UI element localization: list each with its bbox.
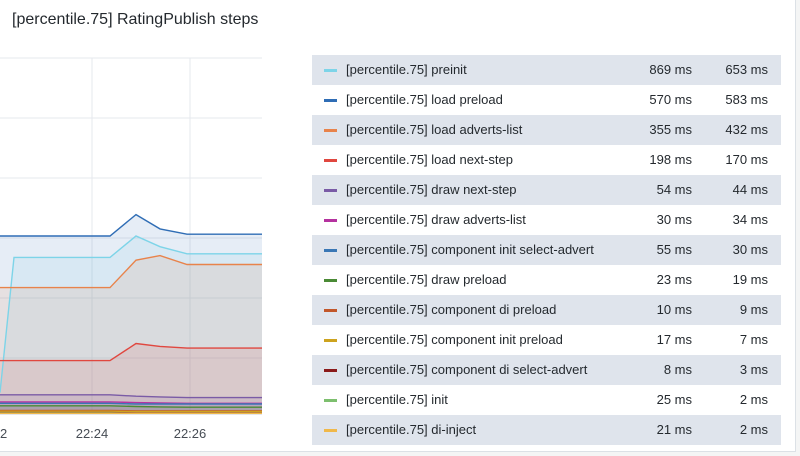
- series-line[interactable]: [0, 213, 262, 237]
- chart-areas: [0, 214, 262, 414]
- legend-value-current: 23 ms: [656, 272, 692, 287]
- legend-swatch: [324, 429, 337, 432]
- legend-series-name: [percentile.75] draw preload: [346, 272, 507, 287]
- series-area: [0, 255, 262, 414]
- series-line[interactable]: [0, 254, 262, 289]
- x-tick-label: 22:26: [174, 426, 207, 441]
- legend-series-name: [percentile.75] load preload: [346, 92, 503, 107]
- area-chart[interactable]: 2 22:24 22:26: [0, 0, 300, 452]
- x-axis-ticks: 2 22:24 22:26: [0, 426, 206, 441]
- legend-item[interactable]: [percentile.75] load adverts-list 355 ms 4…: [312, 115, 781, 145]
- legend-value-mean: 44 ms: [732, 182, 768, 197]
- x-tick-label: 2: [0, 426, 7, 441]
- panel-title: [percentile.75] RatingPublish steps: [12, 11, 259, 28]
- legend-item[interactable]: [percentile.75] component di preload 10 m…: [312, 295, 781, 325]
- legend-value-current: 570 ms: [649, 92, 692, 107]
- legend-series-name: [percentile.75] component init select-ad…: [346, 242, 594, 257]
- legend-swatch: [324, 99, 337, 102]
- chart-legend: [percentile.75] preinit 869 ms 653 ms [perc…: [312, 55, 781, 445]
- legend-value-current: 30 ms: [656, 212, 692, 227]
- legend-value-mean: 2 ms: [739, 392, 768, 407]
- legend-value-current: 869 ms: [649, 62, 692, 77]
- legend-swatch: [324, 279, 337, 282]
- legend-series-name: [percentile.75] di-inject: [346, 422, 477, 437]
- legend-item[interactable]: [percentile.75] draw preload 23 ms 19 ms: [312, 265, 781, 295]
- legend-swatch: [324, 249, 337, 252]
- chart-lines: [0, 213, 262, 414]
- legend-value-current: 198 ms: [649, 152, 692, 167]
- legend-item[interactable]: [percentile.75] load next-step 198 ms 170 …: [312, 145, 781, 175]
- legend-value-current: 8 ms: [663, 362, 692, 377]
- legend-series-name: [percentile.75] draw adverts-list: [346, 212, 526, 227]
- legend-item[interactable]: [percentile.75] component init select-ad…: [312, 235, 781, 265]
- legend-item[interactable]: [percentile.75] init 25 ms 2 ms: [312, 385, 781, 415]
- legend-value-current: 17 ms: [656, 332, 692, 347]
- legend-value-mean: 30 ms: [732, 242, 768, 257]
- series-line[interactable]: [0, 405, 262, 408]
- legend-series-name: [percentile.75] component init preload: [346, 332, 563, 347]
- legend-swatch: [324, 129, 337, 132]
- series-line[interactable]: [0, 394, 262, 399]
- legend-value-mean: 2 ms: [739, 422, 768, 437]
- legend-swatch: [324, 369, 337, 372]
- legend-swatch: [324, 339, 337, 342]
- legend-value-mean: 19 ms: [732, 272, 768, 287]
- series-line[interactable]: [0, 235, 262, 393]
- series-area: [0, 236, 262, 414]
- legend-series-name: [percentile.75] component di preload: [346, 302, 557, 317]
- legend-value-mean: 7 ms: [739, 332, 768, 347]
- series-line[interactable]: [0, 342, 262, 362]
- legend-swatch: [324, 309, 337, 312]
- legend-value-current: 25 ms: [656, 392, 692, 407]
- legend-item[interactable]: [percentile.75] load preload 570 ms 583 ms: [312, 85, 781, 115]
- legend-item[interactable]: [percentile.75] component init preload 17…: [312, 325, 781, 355]
- legend-value-current: 10 ms: [656, 302, 692, 317]
- legend-series-name: [percentile.75] component di select-adve…: [346, 362, 588, 377]
- legend-swatch: [324, 219, 337, 222]
- legend-value-mean: 432 ms: [725, 122, 768, 137]
- legend-value-current: 21 ms: [656, 422, 692, 437]
- legend-series-name: [percentile.75] preinit: [346, 62, 467, 77]
- legend-swatch: [324, 399, 337, 402]
- legend-value-mean: 170 ms: [725, 152, 768, 167]
- legend-series-name: [percentile.75] load adverts-list: [346, 122, 523, 137]
- legend-series-name: [percentile.75] draw next-step: [346, 182, 517, 197]
- legend-item[interactable]: [percentile.75] draw next-step 54 ms 44 ms: [312, 175, 781, 205]
- legend-value-mean: 653 ms: [725, 62, 768, 77]
- legend-series-name: [percentile.75] init: [346, 392, 448, 407]
- series-line[interactable]: [0, 402, 262, 405]
- legend-item[interactable]: [percentile.75] component di select-adve…: [312, 355, 781, 385]
- legend-swatch: [324, 69, 337, 72]
- legend-item[interactable]: [percentile.75] draw adverts-list 30 ms 34…: [312, 205, 781, 235]
- legend-swatch: [324, 189, 337, 192]
- legend-value-mean: 9 ms: [739, 302, 768, 317]
- legend-value-mean: 3 ms: [739, 362, 768, 377]
- legend-value-mean: 34 ms: [732, 212, 768, 227]
- x-tick-label: 22:24: [76, 426, 109, 441]
- legend-value-current: 54 ms: [656, 182, 692, 197]
- legend-series-name: [percentile.75] load next-step: [346, 152, 513, 167]
- legend-swatch: [324, 159, 337, 162]
- legend-value-current: 55 ms: [656, 242, 692, 257]
- legend-item[interactable]: [percentile.75] preinit 869 ms 653 ms: [312, 55, 781, 85]
- legend-value-current: 355 ms: [649, 122, 692, 137]
- legend-value-mean: 583 ms: [725, 92, 768, 107]
- legend-item[interactable]: [percentile.75] di-inject 21 ms 2 ms: [312, 415, 781, 445]
